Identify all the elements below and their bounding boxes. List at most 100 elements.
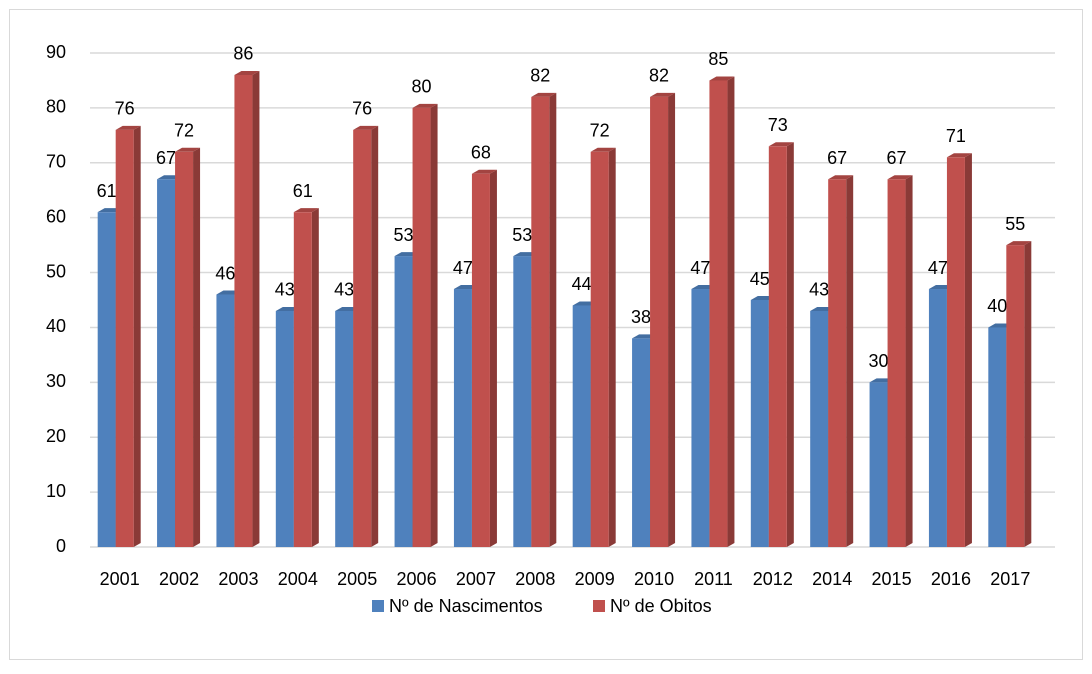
bar [471, 173, 490, 547]
bar-side [193, 147, 201, 548]
legend-swatch [372, 600, 384, 612]
bar [750, 300, 769, 547]
value-label: 76 [115, 99, 135, 119]
value-label: 45 [750, 269, 770, 289]
bar-top [768, 142, 794, 147]
bar-top [946, 153, 972, 158]
x-tick-label: 2003 [218, 569, 258, 589]
value-label: 43 [334, 280, 354, 300]
bar [828, 179, 847, 547]
bar [335, 310, 354, 547]
bar [572, 305, 591, 547]
value-label: 40 [987, 296, 1007, 316]
bar [768, 146, 787, 548]
x-tick-label: 2016 [931, 569, 971, 589]
bar-top [1006, 241, 1032, 246]
value-label: 67 [156, 148, 176, 168]
x-tick-label: 2010 [634, 569, 674, 589]
bar [293, 212, 312, 547]
bar-side [252, 70, 260, 547]
bar-top [887, 175, 913, 180]
bar-top [650, 92, 676, 97]
value-label: 53 [512, 225, 532, 245]
bar [412, 107, 431, 547]
x-tick-label: 2011 [694, 569, 733, 589]
value-label: 61 [97, 181, 117, 201]
x-tick-label: 2008 [515, 569, 555, 589]
value-label: 43 [275, 280, 295, 300]
y-tick-label: 30 [46, 371, 66, 391]
bar [513, 256, 532, 547]
bar-top [531, 92, 557, 97]
y-tick-label: 70 [46, 152, 66, 172]
y-tick-label: 20 [46, 426, 66, 446]
bar [453, 289, 472, 547]
value-label: 82 [530, 66, 550, 86]
value-label: 73 [768, 115, 788, 135]
value-label: 86 [233, 44, 253, 64]
bar-side [489, 169, 497, 547]
bar [928, 289, 947, 547]
x-tick-label: 2009 [575, 569, 615, 589]
value-label: 85 [708, 49, 728, 69]
bar [353, 129, 372, 547]
bar-top [353, 125, 379, 130]
y-tick-label: 10 [46, 481, 66, 501]
bar-top [115, 125, 141, 130]
value-label: 72 [590, 121, 610, 141]
bar [531, 96, 550, 548]
bar-top [709, 76, 735, 81]
value-label: 30 [869, 351, 889, 371]
value-label: 68 [471, 143, 491, 163]
value-label: 80 [412, 77, 432, 97]
legend-swatch [593, 600, 605, 612]
bar [97, 212, 116, 547]
bar-side [430, 103, 438, 547]
y-tick-label: 60 [46, 206, 66, 226]
bar [175, 151, 194, 548]
y-tick-label: 0 [56, 536, 66, 556]
y-tick-label: 80 [46, 97, 66, 117]
value-label: 46 [215, 263, 235, 283]
x-tick-label: 2002 [159, 569, 199, 589]
bar [650, 96, 669, 548]
bar [1006, 245, 1025, 547]
value-label: 53 [394, 225, 414, 245]
bar [810, 310, 829, 547]
bar-side [133, 125, 141, 547]
y-tick-label: 90 [46, 42, 66, 62]
bar [632, 338, 651, 547]
bar [394, 256, 413, 547]
bar [115, 129, 134, 547]
value-label: 43 [809, 280, 829, 300]
bar-side [846, 175, 854, 547]
bar-top [412, 103, 438, 108]
value-label: 71 [946, 126, 966, 146]
y-tick-label: 50 [46, 261, 66, 281]
value-label: 55 [1005, 214, 1025, 234]
bar-side [964, 153, 972, 548]
bar [691, 289, 710, 547]
bar [234, 74, 253, 547]
bar [988, 327, 1007, 547]
bar-side [549, 92, 557, 548]
bar [216, 294, 235, 547]
x-tick-label: 2001 [100, 569, 140, 589]
x-tick-label: 2017 [990, 569, 1030, 589]
value-label: 47 [690, 258, 710, 278]
bar [946, 157, 965, 548]
y-tick-label: 40 [46, 316, 66, 336]
bar [590, 151, 609, 548]
x-tick-label: 2004 [278, 569, 318, 589]
legend-label: Nº de Obitos [610, 596, 712, 616]
bar-top [175, 147, 201, 152]
value-label: 47 [453, 258, 473, 278]
bar [869, 382, 888, 547]
bar [275, 310, 294, 547]
x-tick-label: 2006 [397, 569, 437, 589]
x-tick-label: 2015 [872, 569, 912, 589]
value-label: 76 [352, 99, 372, 119]
bar-side [311, 208, 319, 547]
value-label: 72 [174, 121, 194, 141]
bar [709, 80, 728, 547]
